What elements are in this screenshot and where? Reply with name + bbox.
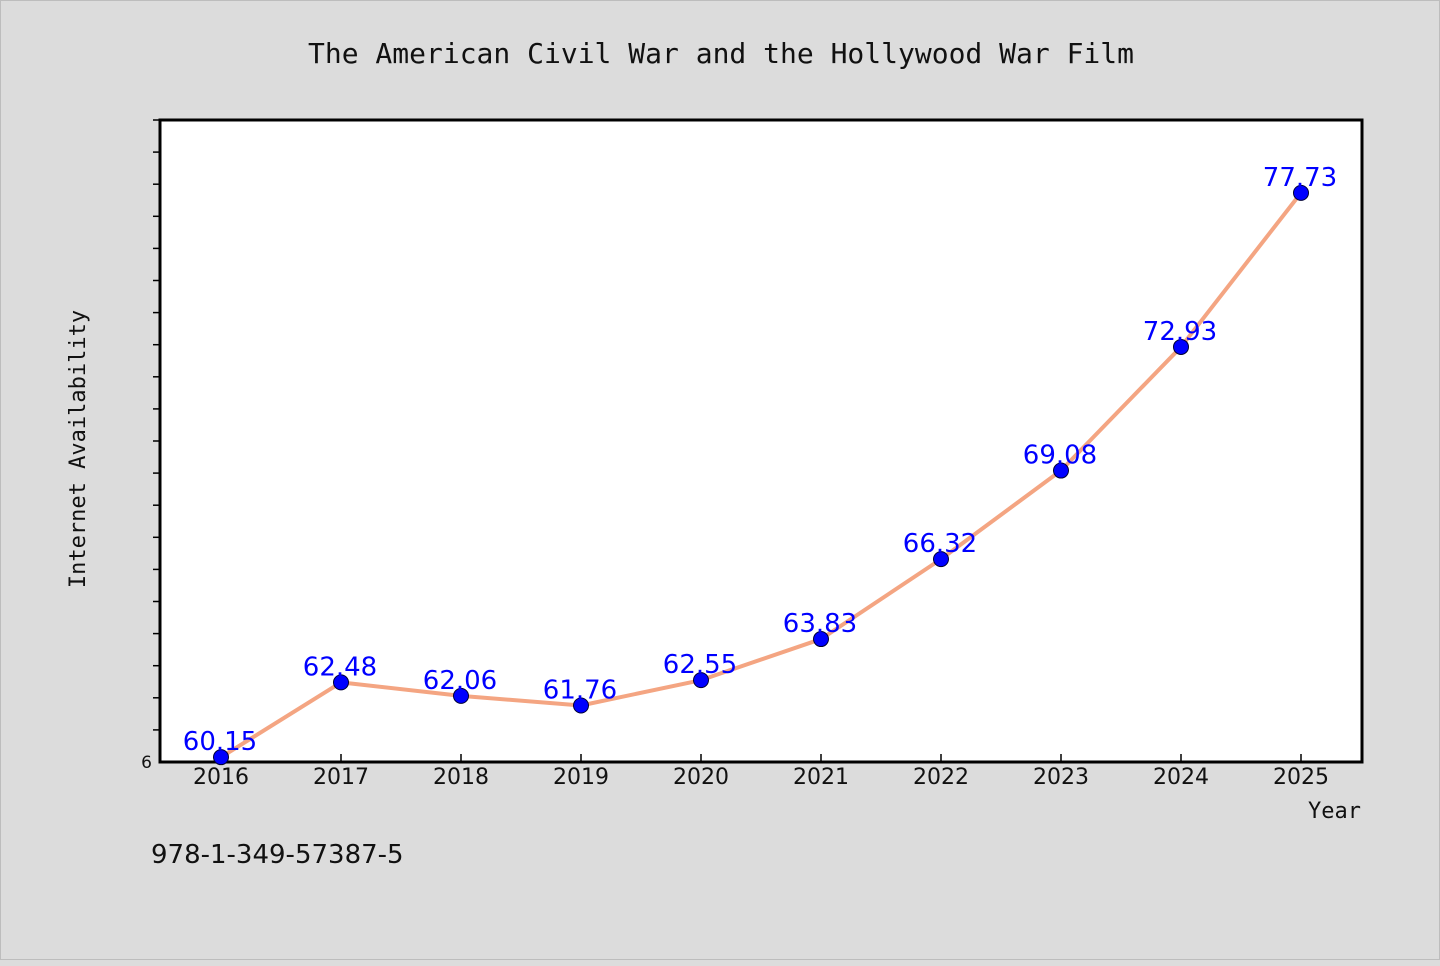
data-point [693,672,709,689]
y-axis-ticks: 6 [141,119,160,773]
x-tick-label: 2017 [313,765,369,790]
data-point [573,697,589,714]
x-tick-label: 2021 [793,765,849,790]
x-tick-label: 2020 [673,765,729,790]
plot-area [158,118,1364,764]
x-tick-label: 2019 [553,765,609,790]
data-label: 72.93 [1143,317,1217,347]
data-point [813,631,829,648]
x-axis-ticks: 2016 2017 2018 2019 2020 2021 2022 2023 2024 2025 [193,754,1329,790]
data-label: 62.06 [423,666,497,696]
data-point [333,674,349,691]
series-layer [213,184,1309,766]
x-tick-label: 2024 [1153,765,1209,790]
y-tick-label: 6 [141,753,152,773]
data-label: 66.32 [903,529,977,559]
data-label: 69.08 [1023,441,1097,471]
series-line [219,190,1303,760]
data-label: 62.48 [303,652,377,682]
data-point [1053,462,1069,479]
data-label: 60.15 [183,727,257,757]
data-labels-layer: 60.15 62.48 62.06 61.76 62.55 63.83 66.32 69.08… [183,163,1337,757]
data-point [933,551,949,568]
x-tick-label: 2022 [913,765,969,790]
x-axis-title: Year [1308,799,1361,824]
data-point [453,687,469,704]
x-tick-label: 2025 [1273,765,1329,790]
data-point [1173,338,1189,355]
data-point [1293,184,1309,201]
data-point [213,749,229,766]
x-tick-label: 2018 [433,765,489,790]
data-label: 61.76 [543,676,617,706]
x-tick-label: 2023 [1033,765,1089,790]
y-axis-title: Internet Availability [66,310,91,588]
chart-title: The American Civil War and the Hollywood… [308,37,1134,70]
x-tick-label: 2016 [193,765,249,790]
data-label: 63.83 [783,609,857,639]
data-label: 77.73 [1263,163,1337,193]
footer-isbn: 978-1-349-57387-5 [151,840,404,870]
data-label: 62.55 [663,650,737,680]
